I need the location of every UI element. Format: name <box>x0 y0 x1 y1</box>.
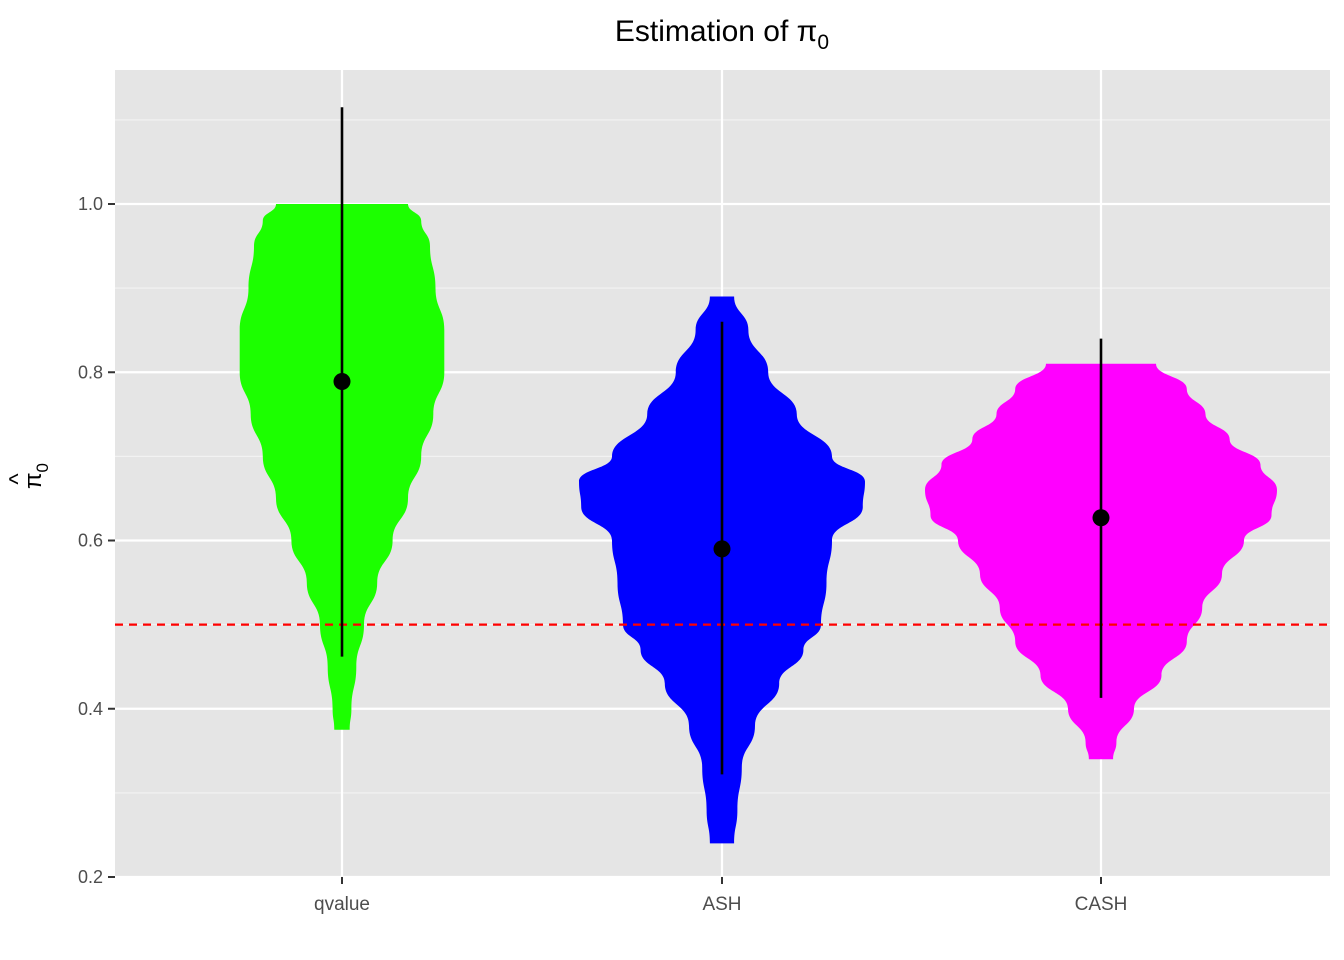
y-axis-title: π0 ^ <box>5 463 52 489</box>
y-tick-label: 0.4 <box>78 699 103 719</box>
svg-text:π0: π0 <box>20 463 52 489</box>
mean-point-qvalue <box>333 373 351 391</box>
mean-point-CASH <box>1092 509 1110 527</box>
y-tick-label: 1.0 <box>78 194 103 214</box>
mean-point-ASH <box>713 540 731 558</box>
x-tick-label-CASH: CASH <box>1075 894 1128 915</box>
y-tick-label: 0.2 <box>78 867 103 887</box>
x-tick-label-ASH: ASH <box>702 894 741 915</box>
plot-area <box>115 70 1330 879</box>
chart-title: Estimation of π0 <box>615 15 829 54</box>
x-tick-label-qvalue: qvalue <box>314 894 370 915</box>
y-tick-label: 0.8 <box>78 362 103 382</box>
y-tick-label: 0.6 <box>78 531 103 551</box>
axes: 0.2 0.4 0.6 0.8 1.0 qvalue ASH CASH <box>78 194 1127 915</box>
svg-text:^: ^ <box>5 473 32 485</box>
